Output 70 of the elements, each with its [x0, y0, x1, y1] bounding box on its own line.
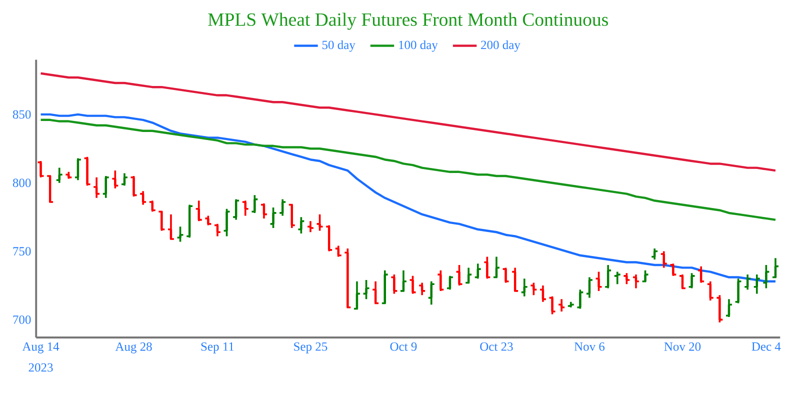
x-tick-label: Oct 9 — [390, 342, 417, 351]
candlestick — [483, 256, 492, 280]
x-tick-label: Sep 25 — [294, 342, 328, 354]
candlestick — [194, 200, 203, 222]
candlestick — [92, 176, 100, 199]
candlestick — [502, 266, 510, 284]
candlestick — [530, 282, 538, 296]
legend-label: 100 day — [399, 40, 438, 52]
candlestick — [222, 208, 231, 238]
candlestick — [613, 270, 622, 286]
candlestick — [260, 202, 268, 220]
candlestick — [762, 264, 770, 290]
candlestick — [111, 170, 120, 190]
x-tick-label: Nov 6 — [574, 342, 605, 351]
candlestick — [362, 279, 370, 300]
candlestick — [64, 171, 73, 180]
candlestick — [752, 274, 761, 295]
candlestick — [74, 157, 82, 182]
candlestick — [241, 200, 250, 217]
legend-label: 50 day — [322, 40, 356, 52]
legend-label: 200 day — [481, 40, 520, 52]
candlestick — [390, 274, 398, 295]
candlestick — [204, 214, 212, 226]
y-tick-label: 700 — [13, 315, 31, 324]
candlestick — [660, 250, 668, 269]
candlestick — [316, 213, 324, 232]
candlestick — [232, 198, 240, 221]
candlestick — [306, 220, 314, 234]
x-tick-label: Dec 4 — [752, 342, 781, 351]
candlestick — [716, 294, 724, 324]
candlestick — [176, 226, 184, 243]
x-tick-label: Aug 14 — [22, 342, 60, 354]
candlestick — [558, 298, 566, 312]
candlestick — [576, 288, 584, 310]
candlestick — [278, 198, 286, 217]
y-tick-label: 850 — [12, 110, 31, 119]
candlestick — [604, 264, 612, 290]
candlestick — [706, 280, 714, 302]
y-tick-label: 800 — [12, 178, 31, 188]
text: 2023 — [28, 363, 53, 372]
candlestick — [474, 262, 482, 280]
candlestick — [325, 224, 333, 252]
candlestick — [697, 265, 705, 284]
candlestick — [297, 216, 306, 234]
candlestick — [632, 274, 640, 290]
candlestick — [622, 272, 631, 286]
x-tick-label: Sep 11 — [201, 342, 234, 354]
candlestick — [427, 280, 436, 306]
y-tick-label: 750 — [13, 247, 31, 256]
candlestick — [594, 270, 603, 292]
candlestick — [744, 274, 752, 290]
candlestick — [120, 172, 128, 187]
candlestick — [520, 278, 528, 298]
chart-title: MPLS Wheat Daily Futures Front Month Continuous — [208, 12, 608, 30]
x-tick-label: Nov 20 — [664, 342, 701, 351]
candlestick — [734, 278, 742, 304]
candlestick — [418, 282, 426, 296]
x-tick-label: Oct 23 — [480, 342, 513, 351]
candlestick — [83, 156, 92, 187]
candlestick — [148, 200, 156, 213]
x-tick-label: Aug 28 — [115, 342, 152, 354]
candlestick — [55, 166, 64, 184]
candlestick — [688, 272, 696, 290]
candlestick — [269, 206, 278, 229]
candlestick — [139, 190, 147, 206]
candlestick — [334, 244, 342, 258]
candlestick — [408, 275, 417, 295]
candlestick — [586, 276, 594, 299]
candlestick — [650, 248, 658, 260]
candlestick — [539, 284, 547, 303]
